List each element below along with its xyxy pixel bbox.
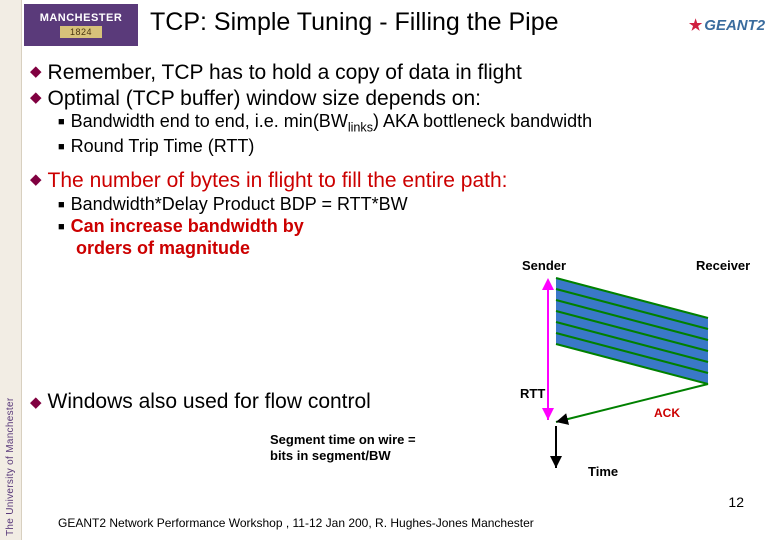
- bullet-4: ◆ Windows also used for flow control: [30, 390, 490, 414]
- geant-star-icon: ★: [689, 16, 702, 34]
- bullet-4-text: Windows also used for flow control: [48, 390, 371, 414]
- bullet-3b-text: Can increase bandwidth by: [71, 216, 304, 238]
- diamond-icon: ◆: [30, 63, 42, 81]
- bullet-2: ◆ Optimal (TCP buffer) window size depen…: [30, 86, 670, 112]
- manchester-logo-name: MANCHESTER: [40, 12, 123, 24]
- bullet-3a: ■ Bandwidth*Delay Product BDP = RTT*BW: [58, 194, 670, 216]
- manchester-logo-year: 1824: [60, 26, 102, 38]
- bullet-2b: ■ Round Trip Time (RTT): [58, 136, 670, 158]
- segment-caption-line1: Segment time on wire =: [270, 432, 416, 448]
- square-icon: ■: [58, 116, 65, 129]
- manchester-logo: MANCHESTER 1824: [24, 4, 138, 46]
- bullet-3b-line2: orders of magnitude: [76, 238, 670, 260]
- geant-logo: ★ GEANT2: [684, 6, 770, 44]
- geant-logo-text: GEANT2: [704, 17, 765, 34]
- bullet-1-text: Remember, TCP has to hold a copy of data…: [48, 60, 522, 86]
- bullet-2a-text: Bandwidth end to end, i.e. min(BWlinks) …: [71, 111, 593, 136]
- bullet-3: ◆ The number of bytes in flight to fill …: [30, 168, 670, 194]
- square-icon: ■: [58, 141, 65, 154]
- rtt-label: RTT: [520, 386, 545, 401]
- sender-label: Sender: [522, 258, 566, 273]
- bullet-2a: ■ Bandwidth end to end, i.e. min(BWlinks…: [58, 111, 670, 136]
- bullet-2a-pre: Bandwidth end to end, i.e. min(BW: [71, 111, 348, 131]
- bullet-3a-text: Bandwidth*Delay Product BDP = RTT*BW: [71, 194, 408, 216]
- pipe-diagram: Sender Receiver RTT ACK T: [478, 258, 778, 488]
- segment-caption-line2: bits in segment/BW: [270, 448, 416, 464]
- time-label: Time: [588, 464, 618, 479]
- bullet-2b-text: Round Trip Time (RTT): [71, 136, 255, 158]
- square-icon: ■: [58, 221, 65, 234]
- ack-label: ACK: [654, 406, 680, 420]
- segment-caption: Segment time on wire = bits in segment/B…: [270, 432, 416, 463]
- diamond-icon: ◆: [30, 171, 42, 189]
- bullet-2a-post: ) AKA bottleneck bandwidth: [373, 111, 592, 131]
- bullet-3-text: The number of bytes in flight to fill th…: [48, 168, 508, 194]
- footer-text: GEANT2 Network Performance Workshop , 11…: [58, 516, 534, 530]
- slide-title: TCP: Simple Tuning - Filling the Pipe: [150, 8, 559, 37]
- receiver-label: Receiver: [696, 258, 750, 273]
- bullet-2a-sub: links: [348, 121, 373, 135]
- square-icon: ■: [58, 199, 65, 212]
- diamond-icon: ◆: [30, 393, 42, 414]
- page-number: 12: [728, 494, 744, 510]
- diamond-icon: ◆: [30, 89, 42, 107]
- pipe-svg: [538, 276, 768, 476]
- bullet-3b: ■ Can increase bandwidth by: [58, 216, 670, 238]
- left-brand-strip: The University of Manchester: [0, 0, 22, 540]
- content-area: ◆ Remember, TCP has to hold a copy of da…: [30, 60, 670, 260]
- left-strip-text: The University of Manchester: [5, 0, 16, 540]
- bullet-1: ◆ Remember, TCP has to hold a copy of da…: [30, 60, 670, 86]
- bullet-2-text: Optimal (TCP buffer) window size depends…: [48, 86, 481, 112]
